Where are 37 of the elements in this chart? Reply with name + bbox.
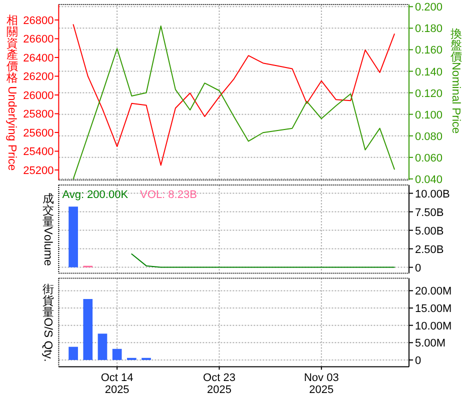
y-tick-label: 26200 <box>23 71 54 84</box>
y2-tick-label: 0.180 <box>415 23 443 36</box>
y-tick-label: 20.00M <box>415 286 452 298</box>
y2-tick-label: 0.080 <box>415 130 443 143</box>
y2-tick-label: 0.140 <box>415 66 443 78</box>
y-tick-label: 25200 <box>23 164 54 177</box>
y-tick-label: 26000 <box>23 90 54 102</box>
y-tick-label: 5.00M <box>415 338 446 350</box>
y-tick-label: 0 <box>415 354 422 367</box>
y2-tick-label: 0.160 <box>415 44 443 57</box>
bar <box>68 346 78 360</box>
x-tick-label: Oct 23 2025 <box>203 372 236 396</box>
y-tick-label: 25400 <box>23 146 54 158</box>
y2-tick-label: 0.060 <box>415 152 443 164</box>
y-tick-label: 25800 <box>23 108 54 121</box>
text: Avg: 200.00K <box>62 189 129 201</box>
y-tick-label: 25600 <box>23 127 54 140</box>
bar <box>83 299 93 360</box>
y-tick-label: 0 <box>415 262 422 274</box>
bar <box>112 348 122 360</box>
y-tick-label: 26800 <box>23 14 54 27</box>
y-tick-label: 10.00B <box>415 188 450 200</box>
y-tick-label: 26600 <box>23 34 54 46</box>
y-tick-label: 2.50B <box>415 244 444 256</box>
y2-tick-label: 0.040 <box>415 174 443 186</box>
y-tick-label: 5.00B <box>415 225 444 238</box>
y2-tick-label: 0.200 <box>415 2 443 14</box>
bar <box>98 334 108 360</box>
y2-tick-label: 0.100 <box>415 109 443 122</box>
text: VOL: 8.23B <box>140 189 197 201</box>
x-tick-label: Nov 03 2025 <box>304 372 339 396</box>
y-tick-label: 7.50B <box>415 206 444 219</box>
y-tick-label: 15.00M <box>415 303 452 316</box>
y-tick-label: 10.00M <box>415 320 452 332</box>
y-tick-label: 26400 <box>23 52 54 64</box>
y2-tick-label: 0.120 <box>415 88 443 100</box>
x-tick-label: Oct 14 2025 <box>100 372 134 396</box>
